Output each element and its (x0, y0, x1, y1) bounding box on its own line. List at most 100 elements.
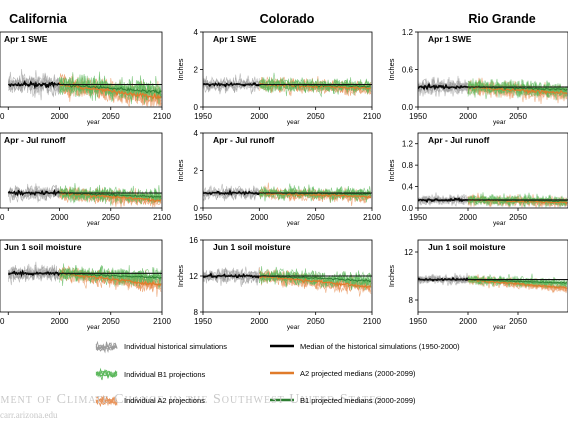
x-tick-label: 1950 (194, 112, 212, 121)
plot-frame (417, 239, 568, 313)
x-tick-label: 2000 (459, 317, 477, 326)
x-tick-label: 2050 (307, 317, 325, 326)
panel-colorado-1: Apr 1 SWE 1950 2000 2050 2100 year 0 2 4 Inches (176, 28, 381, 126)
x-tick-label: 2050 (102, 213, 120, 222)
x-axis-label: year (287, 324, 300, 331)
y-axis-label: Inches (387, 265, 396, 287)
y-tick-label: 0.0 (402, 204, 414, 213)
x-tick-label: 1950 (194, 213, 212, 222)
x-tick-label-fragment: 0 (0, 112, 5, 121)
panel-california-3: Jun 1 soil moisture 2000 2050 2100 0 year (0, 239, 171, 331)
column-title-colorado: Colorado (259, 12, 315, 26)
x-tick-label: 2050 (307, 112, 325, 121)
x-tick-label: 2050 (509, 317, 527, 326)
x-tick-label: 1950 (194, 317, 212, 326)
plot-frame (417, 132, 568, 209)
legend-label-b1-median: B1 projected medians (2000-2099) (300, 396, 416, 405)
y-tick-label: 0.6 (402, 66, 414, 75)
legend-label-a2-median: A2 projected medians (2000-2099) (300, 369, 416, 378)
x-axis-label: year (87, 324, 100, 331)
panel-title: Apr 1 SWE (428, 34, 472, 44)
x-tick-label-fragment: 0 (0, 317, 5, 326)
panel-title: Apr - Jul runoff (428, 135, 490, 145)
x-tick-label: 2000 (459, 213, 477, 222)
x-tick-label: 2100 (153, 213, 171, 222)
a2-median-line (258, 275, 371, 289)
panel-title: Jun 1 soil moisture (213, 242, 291, 252)
y-axis-label: Inches (176, 265, 185, 287)
a2-median-line (59, 270, 162, 287)
x-tick-label: 2000 (459, 112, 477, 121)
x-tick-label: 2000 (51, 317, 69, 326)
x-tick-label: 2050 (307, 213, 325, 222)
x-axis-label: year (287, 220, 300, 227)
legend-label-a2: Individual A2 projections (124, 396, 205, 405)
x-tick-label: 2050 (102, 317, 120, 326)
y-axis-label: Inches (387, 58, 396, 80)
b1-median-line (59, 272, 162, 279)
y-tick-label: 4 (194, 28, 199, 37)
column-title-california: California (9, 12, 67, 26)
panel-california-2: Apr - Jul runoff 2000 2050 2100 0 year (0, 132, 171, 227)
b1-median-line (467, 278, 568, 284)
y-axis-label: Inches (176, 58, 185, 80)
y-tick-label: 2 (194, 66, 199, 75)
b1-median-line (59, 83, 162, 95)
y-tick-label: 1.2 (402, 140, 414, 149)
x-tick-label: 1950 (409, 112, 427, 121)
legend-label-hist-median: Median of the historical simulations (19… (300, 342, 460, 351)
x-tick-label: 2000 (250, 112, 268, 121)
y-tick-label: 0.8 (402, 161, 414, 170)
watermark-url: carr.arizona.edu (0, 410, 58, 420)
y-tick-label: 0.0 (402, 103, 414, 112)
panel-title: Apr 1 SWE (4, 34, 48, 44)
x-tick-label: 2000 (51, 213, 69, 222)
y-tick-label: 0.4 (402, 183, 414, 192)
x-tick-label: 2050 (509, 112, 527, 121)
x-tick-label: 2050 (509, 213, 527, 222)
a2-median-line (58, 81, 162, 100)
x-axis-label: year (87, 119, 100, 126)
x-tick-label: 2100 (153, 317, 171, 326)
y-tick-label: 4 (194, 129, 199, 138)
y-tick-label: 2 (194, 167, 199, 176)
x-tick-label-fragment: 0 (0, 213, 5, 222)
watermark-title: sment of Climate Change in the Southwest… (0, 392, 383, 407)
x-tick-label: 2000 (250, 317, 268, 326)
panel-colorado-3: Jun 1 soil moisture 1950 2000 2050 2100 year 8… (176, 236, 381, 331)
x-tick-label: 2000 (51, 112, 69, 121)
y-tick-label: 8 (409, 296, 414, 305)
x-tick-label: 2100 (153, 112, 171, 121)
x-axis-label: year (287, 119, 300, 126)
panel-california-1: Apr 1 SWE 2000 2050 2100 0 year (0, 31, 171, 126)
plot-frame (0, 132, 163, 209)
a2-median-line (467, 85, 568, 95)
x-axis-label: year (87, 220, 100, 227)
y-tick-label: 1.2 (402, 28, 414, 37)
historical-median-line (8, 79, 60, 90)
x-tick-label: 2100 (363, 112, 381, 121)
x-tick-label: 1950 (409, 213, 427, 222)
x-axis-label: year (493, 324, 506, 331)
panel-title: Jun 1 soil moisture (4, 242, 82, 252)
historical-sim-line (203, 183, 260, 202)
y-tick-label: 12 (189, 272, 198, 281)
b1-median-line (59, 191, 162, 198)
legend-label-historical: Individual historical simulations (124, 342, 227, 351)
y-tick-label: 0 (194, 204, 199, 213)
x-axis-label: year (493, 220, 506, 227)
x-axis-label: year (493, 119, 506, 126)
y-tick-label: 0 (194, 103, 199, 112)
plot-frame (0, 239, 163, 313)
y-axis-label: Inches (387, 159, 396, 181)
y-tick-label: 8 (194, 308, 199, 317)
y-tick-label: 16 (189, 236, 198, 245)
legend-label-b1: Individual B1 projections (124, 370, 206, 379)
plot-frame (0, 31, 163, 108)
x-tick-label: 2100 (363, 317, 381, 326)
